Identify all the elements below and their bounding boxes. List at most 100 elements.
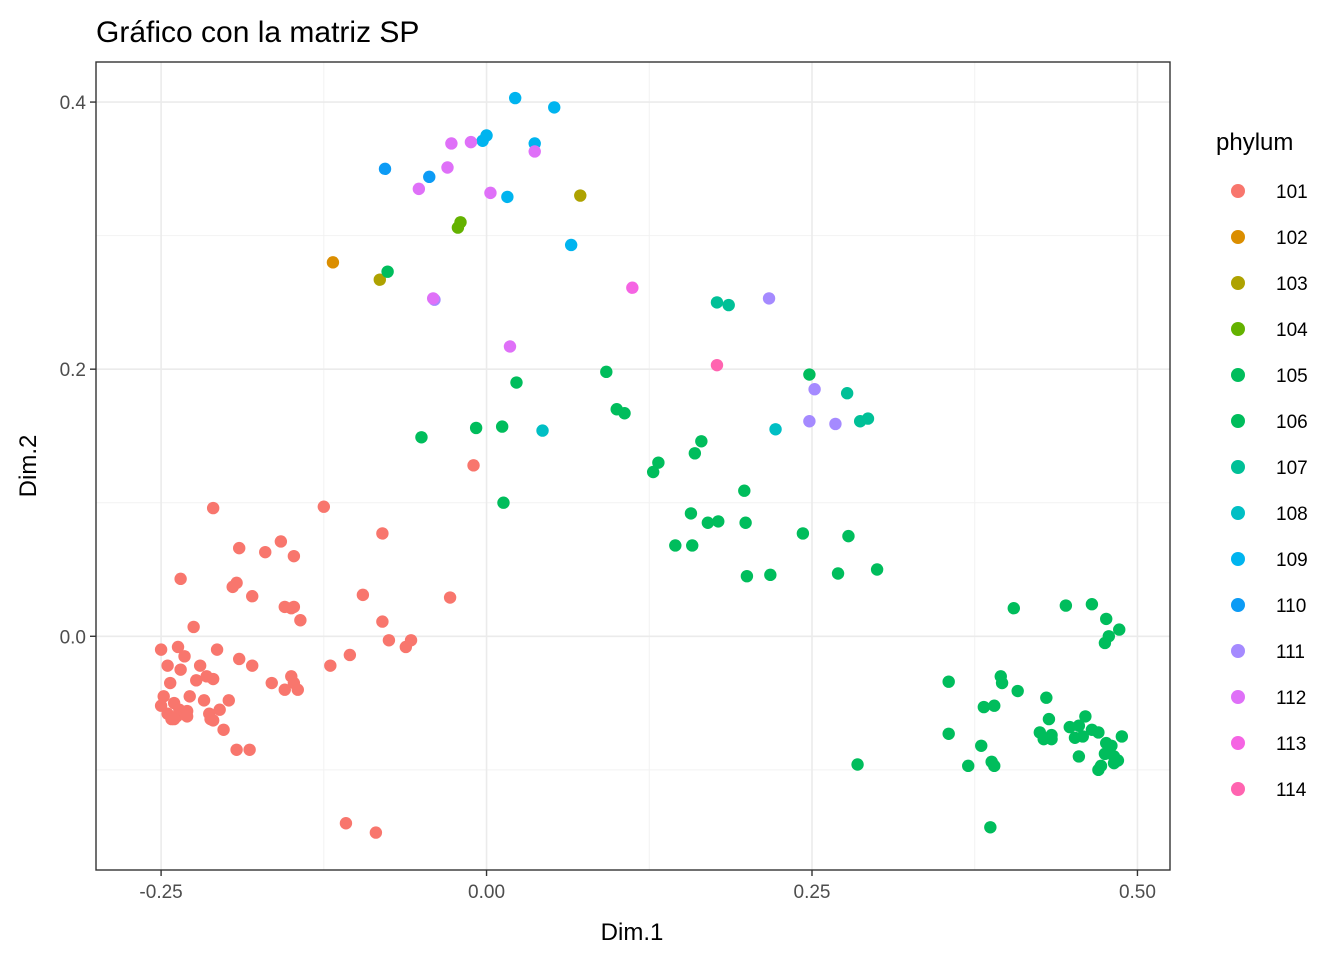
legend-label-106: 106 <box>1276 412 1308 433</box>
data-point-109 <box>501 190 514 204</box>
data-point-111 <box>829 417 842 431</box>
legend-label-107: 107 <box>1276 458 1308 479</box>
legend-key-104 <box>1231 322 1245 336</box>
data-point-109 <box>548 101 561 114</box>
data-point-109 <box>476 134 489 147</box>
data-point-106 <box>701 516 715 529</box>
y-tick-label: 0.4 <box>60 93 87 114</box>
y-tick-label: 0.0 <box>60 627 86 648</box>
data-point-106 <box>796 527 810 540</box>
legend-key-107 <box>1231 460 1245 474</box>
data-point-107 <box>722 298 735 312</box>
data-point-110 <box>378 162 392 176</box>
legend-key-108 <box>1231 506 1245 520</box>
legend-label-111: 111 <box>1276 642 1305 663</box>
legend-title: phylum <box>1216 129 1293 156</box>
data-point-106 <box>1085 598 1099 611</box>
data-point-101 <box>226 580 239 594</box>
x-tick-label: 0.00 <box>468 882 505 903</box>
data-point-106 <box>497 496 510 509</box>
data-point-101 <box>369 826 383 839</box>
data-point-106 <box>669 539 682 552</box>
data-point-101 <box>339 817 353 830</box>
data-point-108 <box>769 423 782 436</box>
data-point-112 <box>445 137 458 150</box>
legend-label-105: 105 <box>1276 366 1308 387</box>
data-point-106 <box>842 529 855 543</box>
data-point-101 <box>278 600 291 614</box>
data-point-101 <box>222 694 235 707</box>
data-point-101 <box>154 643 168 656</box>
legend-label-103: 103 <box>1276 274 1308 295</box>
data-point-101 <box>174 663 187 676</box>
data-point-104 <box>454 216 467 229</box>
data-point-101 <box>167 712 181 726</box>
data-point-105 <box>803 368 816 381</box>
legend-label-104: 104 <box>1276 320 1308 341</box>
data-point-101 <box>404 634 418 647</box>
data-point-106 <box>1111 754 1125 767</box>
data-point-105 <box>381 265 394 278</box>
data-point-101 <box>467 459 480 472</box>
data-point-109 <box>564 238 578 252</box>
data-point-106 <box>618 407 631 420</box>
x-axis-ticks: -0.25 0.00 0.25 0.50 <box>139 870 1156 903</box>
data-point-107 <box>861 412 875 425</box>
legend-key-110 <box>1231 598 1245 612</box>
data-point-112 <box>426 292 440 305</box>
data-point-106 <box>1007 602 1020 615</box>
data-point-101 <box>376 527 389 540</box>
data-point-106 <box>738 484 751 497</box>
data-point-106 <box>1115 730 1129 743</box>
data-point-113 <box>626 281 639 294</box>
chart-title: Gráfico con la matriz SP <box>96 16 419 49</box>
data-point-101 <box>443 591 457 604</box>
y-axis-title: Dim.2 <box>15 435 42 498</box>
data-point-101 <box>206 501 220 515</box>
legend-label-101: 101 <box>1276 182 1308 203</box>
data-point-106 <box>1072 719 1086 732</box>
data-point-106 <box>1100 612 1113 626</box>
data-point-101 <box>210 643 224 656</box>
data-point-107 <box>710 296 724 309</box>
data-point-106 <box>695 435 708 448</box>
data-point-101 <box>246 590 259 603</box>
legend-label-114: 114 <box>1276 780 1307 801</box>
x-tick-label: 0.50 <box>1119 882 1156 903</box>
data-point-101 <box>233 652 246 666</box>
data-point-106 <box>1059 599 1073 612</box>
data-point-106 <box>942 675 955 688</box>
data-point-106 <box>1113 623 1126 636</box>
data-point-106 <box>684 507 698 520</box>
legend-label-109: 109 <box>1276 550 1308 571</box>
data-point-106 <box>1072 750 1086 763</box>
data-point-101 <box>180 710 194 723</box>
data-point-106 <box>646 465 660 479</box>
data-points <box>154 91 1129 839</box>
data-point-112 <box>528 145 541 158</box>
data-point-106 <box>469 421 483 435</box>
data-point-101 <box>206 714 220 727</box>
data-point-101 <box>193 659 207 672</box>
legend-key-112 <box>1231 690 1245 704</box>
data-point-101 <box>233 541 246 555</box>
data-point-112 <box>412 182 426 196</box>
data-point-106 <box>962 759 975 773</box>
data-point-106 <box>1079 710 1092 723</box>
legend-label-108: 108 <box>1276 504 1308 525</box>
legend-label-113: 113 <box>1276 734 1306 755</box>
data-point-106 <box>1094 759 1108 773</box>
data-point-103 <box>574 189 587 202</box>
data-point-106 <box>831 567 845 580</box>
data-point-101 <box>157 690 170 703</box>
data-point-111 <box>762 292 776 305</box>
data-point-106 <box>1076 730 1089 743</box>
data-point-103 <box>373 273 386 286</box>
y-tick-label: 0.2 <box>60 360 86 381</box>
data-point-112 <box>484 186 497 200</box>
data-point-106 <box>415 431 428 444</box>
data-point-101 <box>274 535 288 548</box>
data-point-106 <box>977 700 991 714</box>
data-point-106 <box>995 676 1009 690</box>
legend-key-105 <box>1231 368 1245 382</box>
